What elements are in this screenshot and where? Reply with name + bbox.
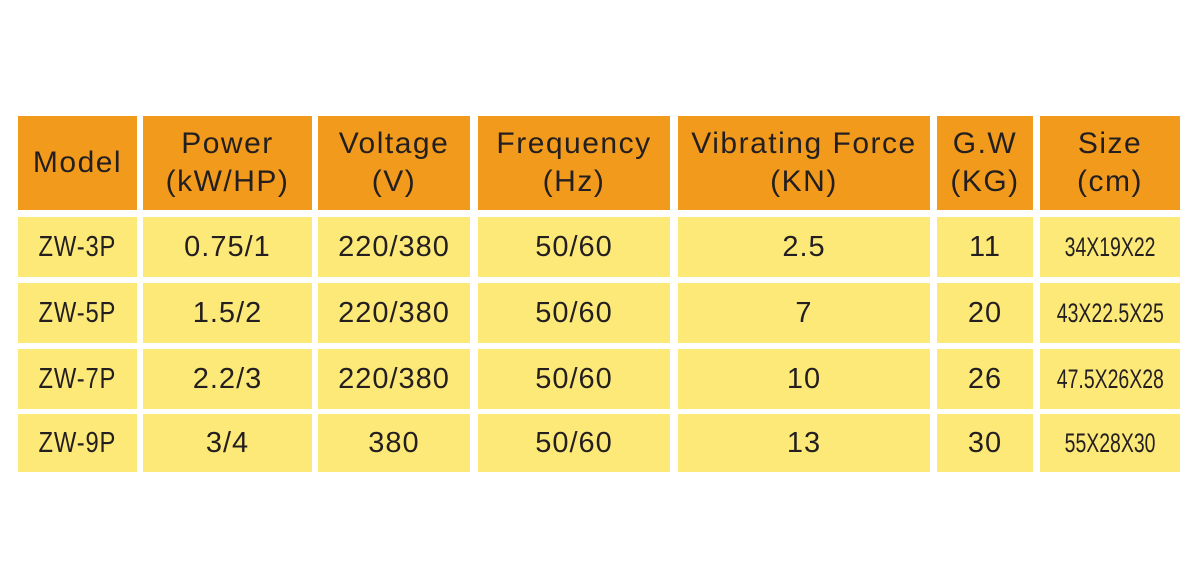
header-cell: Model xyxy=(18,116,137,210)
table-cell: ZW-7P xyxy=(18,349,137,409)
cell-text: 3/4 xyxy=(205,426,250,459)
cell-text: 50/60 xyxy=(535,230,613,263)
cell-text: 50/60 xyxy=(535,426,613,459)
cell-text: 20 xyxy=(967,296,1003,329)
table-cell: 7 xyxy=(678,283,930,343)
cell-text: 1.5/2 xyxy=(192,296,263,329)
table-cell: 26 xyxy=(937,349,1033,409)
header-text: Power xyxy=(181,127,274,160)
table-cell: ZW-5P xyxy=(18,283,137,343)
header-text: (KN) xyxy=(770,165,838,198)
cell-text: 0.75/1 xyxy=(184,230,271,263)
header-text: Model xyxy=(32,146,123,179)
cell-text: 50/60 xyxy=(535,296,613,329)
cell-text: ZW-7P xyxy=(38,362,117,395)
header-text: Size xyxy=(1077,127,1143,160)
header-text: Frequency xyxy=(496,127,652,160)
header-cell: Vibrating Force (KN) xyxy=(678,116,930,210)
header-text: (V) xyxy=(371,165,417,198)
table-cell: 0.75/1 xyxy=(143,217,312,277)
header-cell: G.W (KG) xyxy=(937,116,1033,210)
header-text: (KG) xyxy=(950,165,1020,198)
table-cell: ZW-3P xyxy=(18,217,137,277)
cell-text: 10 xyxy=(786,362,822,395)
table-cell: 380 xyxy=(318,414,470,472)
cell-text: 7 xyxy=(795,296,813,329)
table-cell: 220/380 xyxy=(318,217,470,277)
cell-text: 43X22.5X25 xyxy=(1056,297,1164,328)
cell-text: 380 xyxy=(368,426,420,459)
cell-text: 220/380 xyxy=(338,230,450,263)
cell-text: 220/380 xyxy=(338,362,450,395)
table-cell: 47.5X26X28 xyxy=(1040,349,1180,409)
header-cell: Voltage (V) xyxy=(318,116,470,210)
header-text: (cm) xyxy=(1077,165,1143,198)
header-cell: Frequency (Hz) xyxy=(478,116,670,210)
table-cell: 50/60 xyxy=(478,217,670,277)
cell-text: 11 xyxy=(968,230,1002,263)
header-text: Voltage xyxy=(338,127,450,160)
table-cell: 20 xyxy=(937,283,1033,343)
header-text: G.W xyxy=(952,127,1018,160)
table-cell: 2.5 xyxy=(678,217,930,277)
cell-text: 2.5 xyxy=(782,230,826,263)
cell-text: 26 xyxy=(967,362,1003,395)
cell-text: 47.5X26X28 xyxy=(1056,363,1164,394)
cell-text: 34X19X22 xyxy=(1064,231,1156,262)
cell-text: ZW-9P xyxy=(38,426,117,459)
table-cell: 50/60 xyxy=(478,283,670,343)
table-cell: 2.2/3 xyxy=(143,349,312,409)
cell-text: 13 xyxy=(786,426,822,459)
table-cell: ZW-9P xyxy=(18,414,137,472)
cell-text: ZW-5P xyxy=(38,296,117,329)
table-cell: 34X19X22 xyxy=(1040,217,1180,277)
table-cell: 43X22.5X25 xyxy=(1040,283,1180,343)
table-cell: 220/380 xyxy=(318,283,470,343)
cell-text: 50/60 xyxy=(535,362,613,395)
header-text: Vibrating Force xyxy=(691,127,917,160)
table-cell: 3/4 xyxy=(143,414,312,472)
header-cell: Size (cm) xyxy=(1040,116,1180,210)
header-cell: Power (kW/HP) xyxy=(143,116,312,210)
table-cell: 50/60 xyxy=(478,349,670,409)
cell-text: ZW-3P xyxy=(38,230,117,263)
table-cell: 13 xyxy=(678,414,930,472)
table-cell: 11 xyxy=(937,217,1033,277)
table-cell: 55X28X30 xyxy=(1040,414,1180,472)
table-cell: 220/380 xyxy=(318,349,470,409)
cell-text: 55X28X30 xyxy=(1064,427,1156,458)
table-cell: 50/60 xyxy=(478,414,670,472)
table-cell: 1.5/2 xyxy=(143,283,312,343)
header-text: (Hz) xyxy=(542,165,606,198)
cell-text: 220/380 xyxy=(338,296,450,329)
cell-text: 2.2/3 xyxy=(192,362,263,395)
table-cell: 30 xyxy=(937,414,1033,472)
table-cell: 10 xyxy=(678,349,930,409)
cell-text: 30 xyxy=(967,426,1003,459)
header-text: (kW/HP) xyxy=(165,165,290,198)
